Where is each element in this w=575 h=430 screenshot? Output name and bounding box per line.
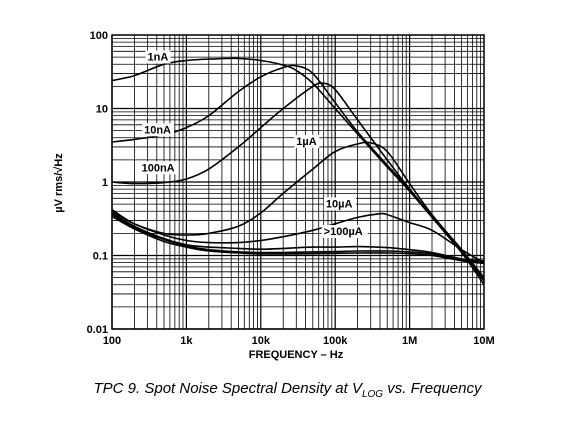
series-line — [111, 141, 485, 279]
curve-label-background — [145, 50, 171, 64]
curve-labels: 1nA 10nA 100nA 1µA 10µA >100µA — [139, 50, 368, 239]
series-line — [111, 213, 485, 264]
caption-suffix: vs. Frequency — [383, 380, 482, 397]
caption-subscript: LOG — [361, 389, 384, 400]
noise-curves — [111, 57, 485, 286]
curve-label: >100µA — [324, 226, 363, 238]
y-axis-label: µV rms/√Hz — [53, 153, 65, 213]
caption-prefix: TPC 9. Spot Noise Spectral Density at V — [93, 380, 362, 397]
curve-label: 10µA — [326, 198, 353, 210]
series-line — [111, 212, 485, 262]
y-tick-label: 1 — [102, 177, 108, 189]
curve-label-background — [323, 197, 356, 211]
y-tick-label: 10 — [96, 104, 108, 116]
series-line — [111, 215, 485, 265]
curve-label: 1nA — [147, 51, 168, 63]
x-tick-label: 1M — [402, 335, 417, 347]
x-tick-label: 100 — [103, 335, 121, 347]
y-tick-label: 0.01 — [87, 324, 108, 336]
series-line — [111, 57, 485, 282]
y-tick-label: 0.1 — [93, 251, 108, 263]
curve-label: 10nA — [144, 124, 171, 136]
x-tick-label: 1k — [180, 335, 193, 347]
x-tick-label: 10k — [252, 335, 271, 347]
series-line — [111, 82, 485, 282]
x-axis-label: FREQUENCY – Hz — [249, 349, 344, 361]
curve-label-background — [321, 225, 368, 239]
curve-label-background — [294, 134, 320, 148]
curve-label: 1µA — [296, 136, 316, 148]
x-tick-label: 10M — [473, 335, 494, 347]
axis-ticks: 100 1k 10k 100k 1M 10M 0.01 0.1 1 10 100 — [87, 30, 495, 347]
x-tick-label: 100k — [323, 335, 348, 347]
curve-label-background — [142, 123, 175, 137]
curve-label-background — [139, 161, 179, 175]
y-tick-label: 100 — [90, 30, 108, 42]
figure-caption: TPC 9. Spot Noise Spectral Density at VL… — [0, 380, 575, 400]
curve-label: 100nA — [142, 162, 175, 174]
plot-grid — [111, 34, 485, 330]
